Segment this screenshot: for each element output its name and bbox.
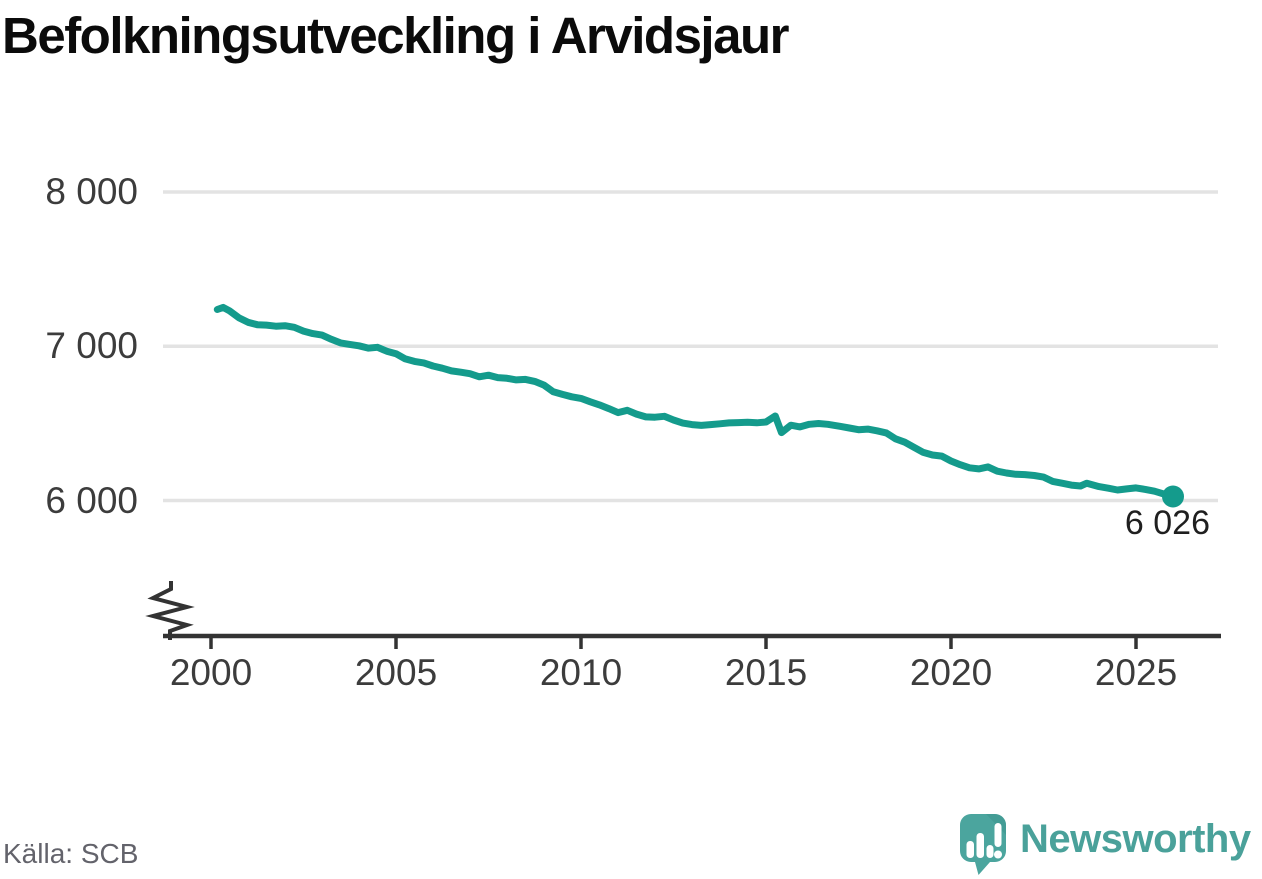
y-axis-break-zigzag-icon	[145, 581, 195, 640]
y-tick-label: 8 000	[45, 171, 138, 212]
x-tick-label: 2025	[1094, 652, 1178, 693]
bar-icon-tall	[976, 833, 984, 858]
newsworthy-branding: Newsworthy	[946, 806, 1262, 879]
x-tick-label: 2005	[354, 652, 438, 693]
newsworthy-wordmark: Newsworthy	[1020, 817, 1251, 861]
exclamation-dot-icon	[994, 850, 1002, 859]
population-trend-line	[213, 303, 1177, 500]
y-tick-label: 7 000	[45, 325, 138, 367]
x-tick-label: 2000	[169, 652, 253, 693]
y-tick-label: 6 000	[45, 479, 138, 521]
exclamation-bar-icon	[994, 823, 1002, 847]
chart-title: Befolkningsutveckling i Arvidsjaur	[2, 7, 789, 64]
end-point-dot	[1162, 485, 1184, 508]
last-value-label: 6 026	[1124, 504, 1210, 542]
population-line-series	[213, 303, 1184, 508]
source-note: Källa: SCB	[3, 838, 139, 869]
gridlines	[163, 190, 1218, 503]
x-axis-ticks	[209, 636, 1138, 649]
x-axis	[145, 581, 1221, 640]
bar-icon-small	[986, 845, 994, 858]
newsworthy-logo-icon	[960, 814, 1006, 875]
x-tick-label: 2010	[539, 652, 623, 693]
bar-icon-short	[966, 841, 974, 858]
x-tick-label: 2020	[909, 652, 993, 693]
x-tick-label: 2015	[724, 652, 808, 693]
